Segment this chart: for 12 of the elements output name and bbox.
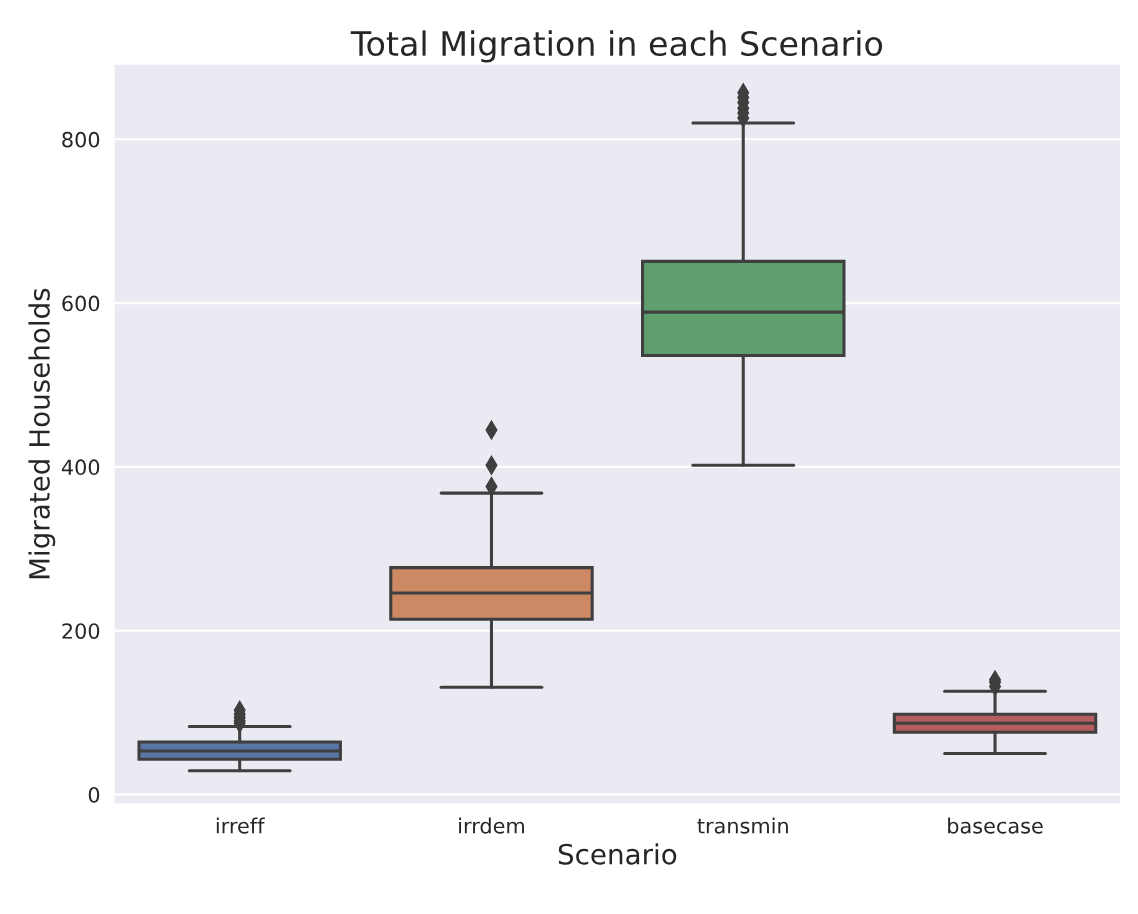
y-axis-title: Migrated Households: [28, 288, 56, 579]
x-axis-title: Scenario: [558, 843, 677, 865]
y-tick-label: 800: [62, 131, 100, 148]
y-tick-label: 400: [61, 459, 100, 476]
x-tick-label: irreff: [216, 817, 265, 834]
x-tick-label: transmin: [697, 817, 788, 834]
chart-title: Total Migration in each Scenario: [350, 30, 883, 63]
y-tick-label: 200: [62, 623, 100, 639]
x-tick-label: irrdem: [459, 817, 524, 834]
y-tick-label: 0: [88, 786, 100, 803]
y-tick-label: 600: [62, 295, 100, 312]
x-tick-label: basecase: [948, 817, 1043, 834]
